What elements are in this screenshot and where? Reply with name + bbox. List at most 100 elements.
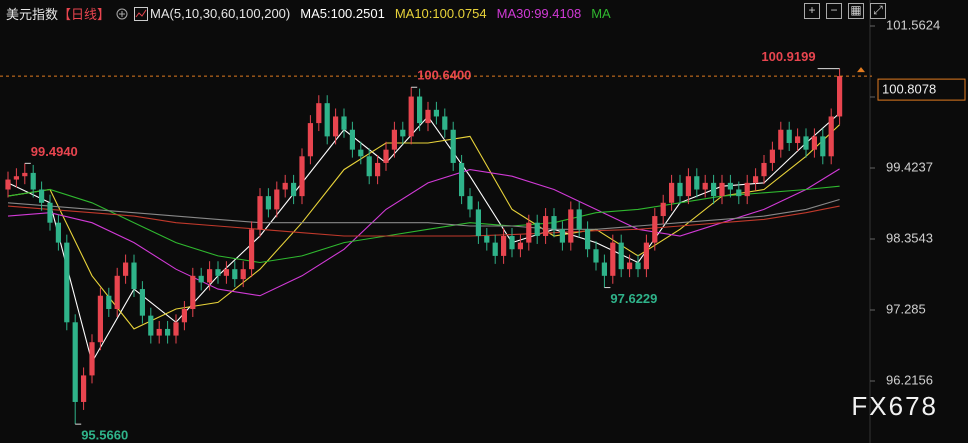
indicator-icon[interactable] bbox=[134, 6, 149, 21]
candle-body bbox=[601, 262, 607, 276]
candle-body bbox=[265, 196, 271, 210]
candle-body bbox=[156, 328, 162, 336]
candle-body bbox=[408, 96, 414, 137]
candle-body bbox=[786, 129, 792, 144]
candle-body bbox=[769, 149, 775, 163]
add-icon[interactable] bbox=[116, 8, 128, 20]
legend-entry: MA bbox=[591, 6, 611, 21]
candle-body bbox=[72, 322, 78, 402]
y-tick-label: 97.285 bbox=[886, 301, 926, 316]
legend-entry: MA5:100.2501 bbox=[300, 6, 385, 21]
candle-body bbox=[47, 202, 53, 223]
expand-button[interactable]: ⤢ bbox=[870, 3, 886, 19]
candle-body bbox=[316, 103, 322, 124]
candle-body bbox=[30, 172, 36, 190]
annotation: 95.5660 bbox=[81, 428, 128, 443]
annotation: 100.6400 bbox=[417, 68, 471, 83]
candle-body bbox=[694, 176, 700, 190]
candle-body bbox=[307, 123, 313, 157]
grid-button[interactable]: ▦ bbox=[848, 3, 864, 19]
candle-body bbox=[324, 103, 330, 137]
header: 美元指数 【日线】 MA(5,10,30,60,100,200) MA5:100… bbox=[6, 4, 611, 23]
candle-body bbox=[828, 116, 834, 157]
candle-body bbox=[627, 262, 633, 270]
candle-body bbox=[223, 269, 229, 276]
candle-body bbox=[139, 289, 145, 316]
annotation: 97.6229 bbox=[610, 291, 657, 306]
candle-body bbox=[660, 202, 666, 217]
candle-body bbox=[685, 176, 691, 197]
candle-body bbox=[55, 222, 61, 243]
ma-params: MA(5,10,30,60,100,200) bbox=[150, 6, 291, 21]
ma-line bbox=[7, 168, 840, 297]
ma-line bbox=[7, 205, 840, 237]
y-tick-label: 96.2156 bbox=[886, 372, 933, 387]
candle-body bbox=[501, 235, 507, 256]
candle-body bbox=[417, 96, 423, 124]
candle-body bbox=[190, 275, 196, 310]
candle-body bbox=[585, 229, 591, 250]
candle-body bbox=[181, 309, 187, 323]
candle-body bbox=[299, 156, 305, 197]
candle-body bbox=[81, 375, 87, 402]
candle-body bbox=[240, 269, 246, 280]
candle-body bbox=[753, 176, 759, 183]
candle-body bbox=[736, 189, 742, 197]
candle-body bbox=[232, 269, 238, 280]
candle-body bbox=[131, 262, 137, 290]
candle-body bbox=[64, 242, 70, 323]
candle-body bbox=[148, 315, 154, 336]
y-tick-label: 98.3543 bbox=[886, 230, 933, 245]
candle-body bbox=[677, 182, 683, 197]
period[interactable]: 【日线】 bbox=[58, 7, 111, 22]
candle-body bbox=[467, 196, 473, 210]
candle-body bbox=[711, 182, 717, 197]
annotation: 100.9199 bbox=[761, 49, 815, 64]
candle-body bbox=[366, 156, 372, 177]
candle-body bbox=[475, 209, 481, 236]
candle-body bbox=[198, 275, 204, 283]
candle-body bbox=[442, 116, 448, 130]
watermark: FX678 bbox=[851, 391, 938, 421]
candle-body bbox=[215, 269, 221, 276]
candle-body bbox=[509, 235, 515, 250]
candle-body bbox=[778, 129, 784, 150]
candle-body bbox=[576, 209, 582, 230]
legend-entry: MA10:100.0754 bbox=[394, 6, 487, 21]
zoom-out-button[interactable]: − bbox=[826, 3, 842, 19]
zoom-button[interactable]: + bbox=[804, 3, 820, 19]
candle-body bbox=[559, 229, 565, 243]
ma-line bbox=[7, 124, 840, 330]
candle-body bbox=[517, 242, 523, 250]
candle-body bbox=[291, 182, 297, 197]
ma-line bbox=[7, 185, 840, 264]
candle-body bbox=[803, 136, 809, 150]
last-price-box bbox=[877, 78, 966, 101]
candle-body bbox=[526, 222, 532, 243]
candle-body bbox=[375, 162, 381, 177]
candle-body bbox=[349, 129, 355, 150]
candle-body bbox=[97, 295, 103, 343]
candle-body bbox=[249, 229, 255, 270]
candle-body bbox=[274, 189, 280, 210]
last-price-label: 100.8078 bbox=[882, 82, 936, 97]
candle-body bbox=[207, 269, 213, 283]
ma-line bbox=[7, 198, 840, 230]
last-price-marker bbox=[857, 67, 865, 73]
candle-body bbox=[114, 275, 120, 310]
candle-body bbox=[643, 242, 649, 270]
candle-body bbox=[333, 116, 339, 137]
y-tick-label: 99.4237 bbox=[886, 159, 933, 174]
plot-area bbox=[5, 68, 843, 425]
candle-body bbox=[165, 328, 171, 336]
candle-body bbox=[702, 182, 708, 190]
candle-body bbox=[635, 262, 641, 270]
candle-body bbox=[543, 216, 549, 236]
ma-line bbox=[7, 112, 840, 364]
candle-body bbox=[173, 322, 179, 336]
candle-body bbox=[551, 216, 557, 230]
candle-body bbox=[257, 196, 263, 230]
candle-body bbox=[13, 176, 19, 180]
